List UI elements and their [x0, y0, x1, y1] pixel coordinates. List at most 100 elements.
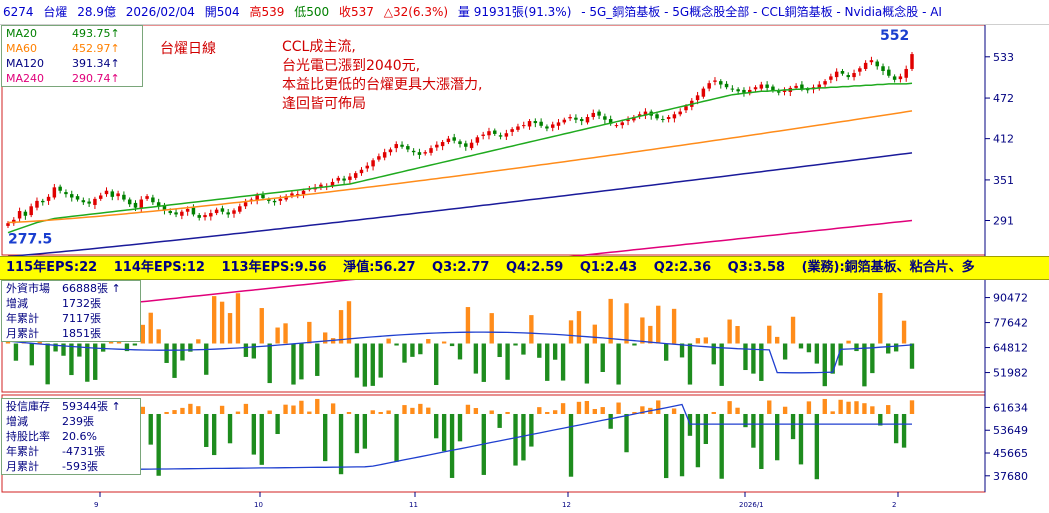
flow-bar: [814, 413, 820, 480]
trust-legend-row: 投信庫存 59344張 ↑: [6, 400, 121, 413]
flow-bar: [751, 413, 756, 448]
flow-bar: [560, 403, 566, 414]
candle-body: [12, 219, 16, 224]
candle-body: [904, 68, 908, 78]
candle-body: [510, 129, 514, 132]
flow-bar: [315, 398, 320, 414]
candle-body: [70, 194, 74, 198]
candle-body: [458, 141, 462, 145]
flow-bar: [529, 413, 534, 447]
flow-bar: [759, 413, 764, 470]
candle-body: [603, 116, 607, 120]
flow-bar: [434, 413, 439, 439]
flow-bar: [307, 411, 312, 414]
flow-bar: [775, 413, 780, 461]
flow-bar: [227, 413, 233, 444]
candle-body: [707, 83, 711, 89]
flow-bar: [893, 413, 899, 444]
flow-bar: [545, 343, 550, 381]
candle-body: [527, 121, 532, 127]
flow-bar: [418, 343, 423, 355]
candle-body: [464, 143, 468, 147]
candle-body: [892, 76, 897, 80]
flow-bar: [505, 343, 510, 380]
candle-body: [17, 211, 22, 219]
chart-title: 台燿日線: [160, 41, 216, 57]
candle-body: [203, 215, 207, 218]
flow-bar: [505, 411, 510, 414]
candle-body: [290, 193, 294, 196]
candle-body: [23, 211, 28, 216]
y-tick-label: 51982: [993, 367, 1028, 380]
panel-frame: [1, 24, 986, 256]
candle-body: [110, 191, 115, 197]
candle-body: [156, 202, 161, 207]
eps-item: Q1:2.43: [579, 260, 638, 275]
flow-bar: [164, 411, 169, 414]
candle-body: [765, 84, 769, 88]
flow-bar: [640, 317, 645, 344]
ma20-legend: MA20 493.75↑: [6, 27, 120, 40]
flow-bar: [362, 413, 368, 449]
flow-bar: [608, 413, 613, 429]
flow-bar: [640, 406, 645, 414]
flow-bar: [227, 313, 233, 344]
candle-body: [887, 69, 891, 76]
eps-item: 淨值:56.27: [343, 260, 416, 275]
flow-bar: [624, 303, 629, 344]
flow-bar: [370, 343, 375, 386]
flow-bar: [759, 343, 764, 381]
flow-bar: [854, 343, 859, 352]
candle-body: [736, 89, 740, 92]
candle-body: [127, 199, 132, 205]
flow-bar: [378, 343, 383, 378]
candle-body: [632, 117, 636, 121]
y-tick-label: 291: [993, 215, 1014, 228]
candle-body: [191, 207, 196, 215]
y-tick-label: 61634: [993, 401, 1028, 414]
stock-code: 6274: [3, 5, 34, 19]
flow-bar: [219, 301, 225, 344]
annotation-line: 本益比更低的台燿更具大漲潛力,: [282, 77, 483, 93]
candle-body: [353, 173, 358, 178]
flow-bar: [695, 413, 701, 468]
candle-body: [232, 210, 236, 214]
flow-bar: [870, 343, 875, 374]
flow-bar: [656, 305, 661, 344]
candle-body: [539, 121, 543, 126]
flow-bar: [671, 308, 677, 344]
flow-bar: [727, 401, 732, 414]
flow-bar: [426, 339, 431, 344]
flow-bar: [449, 413, 455, 478]
candle-body: [730, 88, 735, 90]
flow-bar: [29, 343, 34, 366]
candle-body: [168, 211, 172, 214]
flow-bar: [386, 338, 391, 344]
flow-bar: [560, 343, 566, 381]
candle-body: [226, 212, 230, 215]
eps-item: Q3:2.77: [432, 260, 490, 275]
flow-bar: [13, 343, 19, 361]
flow-bar: [703, 413, 709, 444]
candle-body: [684, 106, 688, 111]
candle-body: [643, 111, 648, 116]
flow-bar: [346, 411, 352, 414]
flow-bar: [870, 406, 875, 414]
candle-body: [776, 91, 781, 93]
flow-bar: [703, 337, 709, 344]
candle-body: [550, 124, 555, 128]
ma20-line: [7, 82, 913, 234]
candle-body: [637, 114, 642, 117]
flow-bar: [386, 410, 391, 414]
candle-body: [238, 206, 242, 212]
candle-body: [116, 193, 120, 197]
candle-body: [545, 126, 549, 129]
y-tick-label: 533: [993, 51, 1014, 64]
flow-bar: [61, 343, 66, 356]
flow-bar: [862, 403, 867, 414]
foreign-legend: 外資市場 66888張 ↑ 增減 1732張 年累計 7117張 月累計 1851張: [1, 280, 141, 342]
flow-bar: [204, 413, 209, 447]
flow-bar: [275, 413, 280, 435]
candle-body: [742, 89, 746, 93]
flow-bar: [77, 343, 82, 357]
